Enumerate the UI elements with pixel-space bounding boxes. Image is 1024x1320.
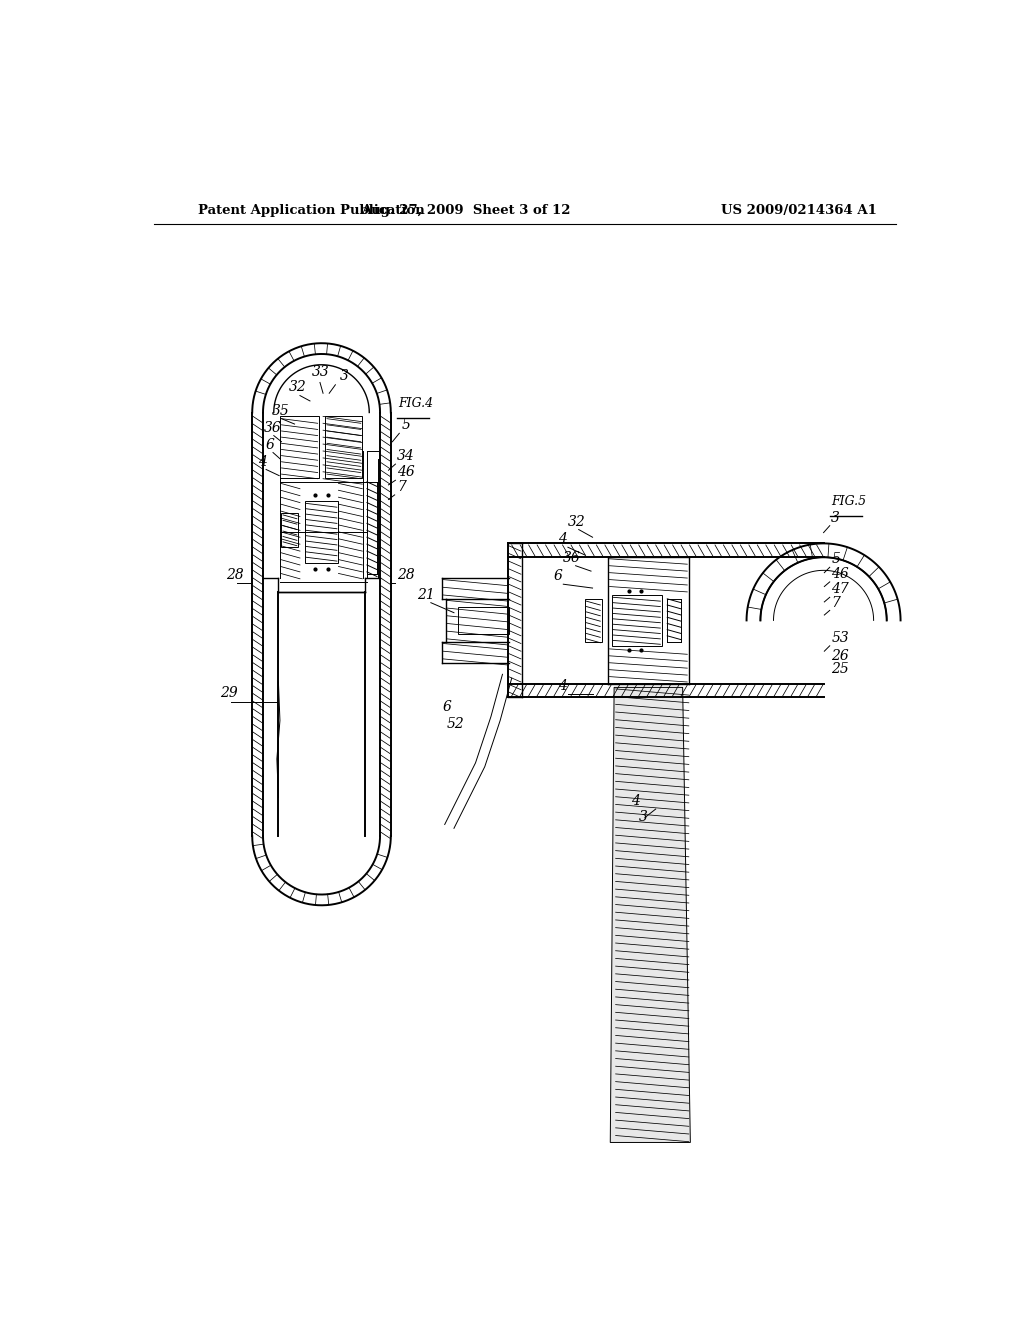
Polygon shape xyxy=(458,607,509,635)
Text: 36: 36 xyxy=(563,550,581,565)
Polygon shape xyxy=(610,688,690,1143)
Text: 36: 36 xyxy=(264,421,282,434)
Polygon shape xyxy=(611,595,662,645)
Text: 26: 26 xyxy=(831,649,849,664)
Text: 4: 4 xyxy=(258,455,267,470)
Text: 4: 4 xyxy=(558,532,567,546)
Text: 6: 6 xyxy=(442,700,452,714)
Text: 28: 28 xyxy=(397,568,415,582)
Text: 7: 7 xyxy=(831,595,840,610)
Polygon shape xyxy=(585,599,602,642)
Polygon shape xyxy=(282,512,298,548)
Text: 6: 6 xyxy=(266,438,275,453)
Text: Patent Application Publication: Patent Application Publication xyxy=(199,205,425,218)
Text: 35: 35 xyxy=(271,404,289,418)
Text: 6: 6 xyxy=(554,569,563,583)
Text: 28: 28 xyxy=(226,568,244,582)
Text: FIG.4: FIG.4 xyxy=(398,397,433,411)
Text: 47: 47 xyxy=(831,582,849,597)
Text: 29: 29 xyxy=(220,686,238,701)
Text: 4: 4 xyxy=(631,795,640,808)
Text: 33: 33 xyxy=(312,366,330,379)
Text: 53: 53 xyxy=(831,631,849,645)
Text: 46: 46 xyxy=(397,466,415,479)
Polygon shape xyxy=(304,502,339,562)
Text: 5: 5 xyxy=(401,418,411,433)
Text: 5: 5 xyxy=(831,553,840,566)
Text: 46: 46 xyxy=(831,568,849,581)
Text: 7: 7 xyxy=(397,480,406,494)
Text: US 2009/0214364 A1: US 2009/0214364 A1 xyxy=(721,205,877,218)
Text: 3: 3 xyxy=(639,809,647,824)
Text: 21: 21 xyxy=(417,587,435,602)
Text: 4: 4 xyxy=(558,678,567,693)
Polygon shape xyxy=(326,416,362,478)
Text: 25: 25 xyxy=(831,661,849,676)
Text: 32: 32 xyxy=(568,515,586,529)
Text: Aug. 27, 2009  Sheet 3 of 12: Aug. 27, 2009 Sheet 3 of 12 xyxy=(360,205,570,218)
Text: 3: 3 xyxy=(831,511,840,525)
Text: FIG.5: FIG.5 xyxy=(831,495,866,508)
Polygon shape xyxy=(280,416,319,478)
Text: 3: 3 xyxy=(340,370,349,383)
Text: 52: 52 xyxy=(446,717,464,731)
Text: 32: 32 xyxy=(289,380,307,393)
Text: 34: 34 xyxy=(397,449,415,463)
